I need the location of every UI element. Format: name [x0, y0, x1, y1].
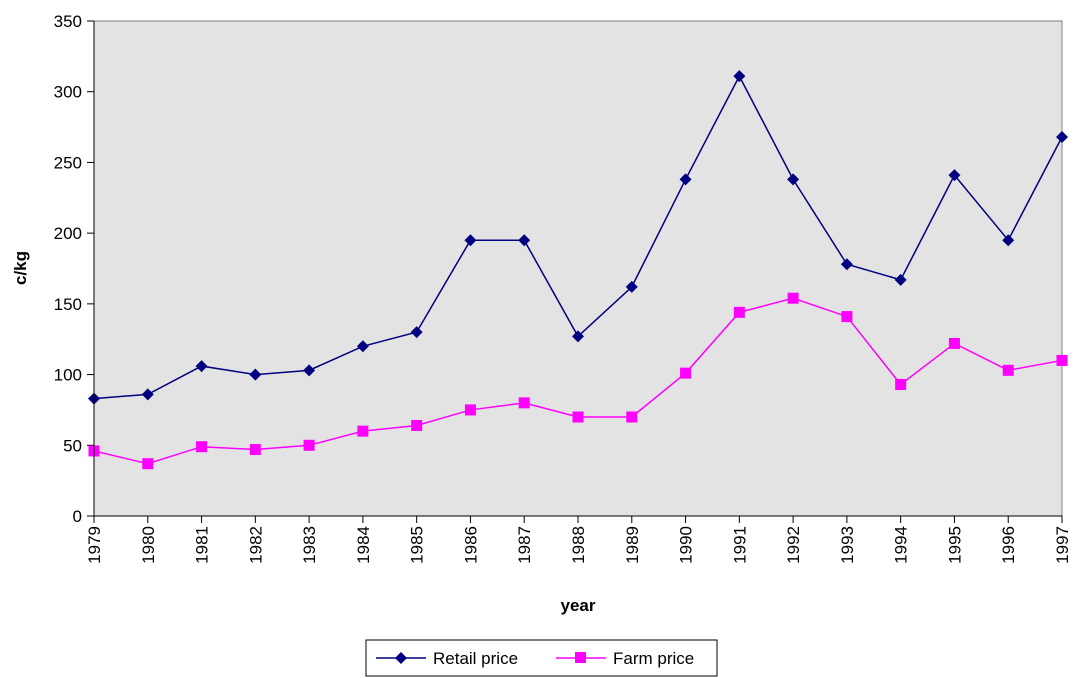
y-tick-label: 200 — [54, 224, 82, 243]
x-tick-label: 1997 — [1053, 526, 1072, 564]
x-tick-label: 1982 — [246, 526, 265, 564]
x-tick-label: 1981 — [193, 526, 212, 564]
data-point-farm-price — [303, 439, 315, 451]
x-tick-label: 1991 — [730, 526, 749, 564]
x-tick-label: 1988 — [569, 526, 588, 564]
data-point-retail-price — [249, 368, 262, 381]
data-point-farm-price — [948, 337, 960, 349]
y-tick-label: 50 — [63, 436, 82, 455]
data-point-retail-price — [572, 330, 584, 343]
data-point-farm-price — [572, 411, 584, 423]
y-tick-label: 150 — [54, 295, 82, 314]
data-point-farm-price — [464, 404, 476, 416]
x-tick-label: 1984 — [354, 526, 373, 564]
y-tick-label: 300 — [54, 83, 82, 102]
y-tick-label: 0 — [73, 507, 82, 526]
data-point-farm-price — [895, 378, 907, 390]
x-axis-title: year — [561, 596, 596, 615]
data-point-retail-price — [679, 173, 692, 186]
data-point-retail-price — [464, 234, 477, 247]
data-point-farm-price — [518, 397, 530, 409]
x-tick-label: 1996 — [999, 526, 1018, 564]
x-tick-label: 1989 — [623, 526, 642, 564]
data-point-retail-price — [410, 326, 423, 339]
data-point-farm-price — [841, 311, 853, 323]
data-point-retail-price — [787, 173, 800, 186]
x-tick-label: 1980 — [139, 526, 158, 564]
data-point-farm-price — [733, 306, 745, 318]
data-point-farm-price — [196, 441, 208, 453]
data-point-farm-price — [357, 425, 369, 437]
x-tick-label: 1983 — [300, 526, 319, 564]
x-tick-label: 1987 — [515, 526, 534, 564]
legend-label-farm: Farm price — [613, 649, 694, 668]
x-tick-label: 1993 — [838, 526, 857, 564]
legend-marker-farm — [575, 652, 586, 663]
data-point-farm-price — [680, 367, 692, 379]
data-point-retail-price — [195, 360, 208, 373]
legend-marker-retail — [395, 652, 407, 664]
x-tick-label: 1990 — [677, 526, 696, 564]
data-point-retail-price — [733, 70, 746, 83]
y-axis-ticks: 0 50 100 150 200 250 300 350 — [54, 12, 94, 526]
x-tick-label: 1992 — [784, 526, 803, 564]
data-point-farm-price — [142, 458, 154, 470]
data-point-retail-price — [948, 169, 961, 182]
y-axis-title: c/kg — [11, 251, 30, 285]
legend: Retail price Farm price — [365, 639, 718, 677]
x-tick-label: 1994 — [892, 526, 911, 564]
data-point-retail-price — [894, 273, 907, 286]
x-tick-label: 1986 — [461, 526, 480, 564]
data-point-farm-price — [1056, 354, 1068, 366]
data-point-retail-price — [141, 388, 154, 401]
y-tick-label: 250 — [54, 153, 82, 172]
x-tick-label: 1995 — [945, 526, 964, 564]
data-point-retail-price — [840, 258, 853, 271]
data-point-farm-price — [1002, 364, 1014, 376]
data-point-retail-price — [1056, 130, 1068, 143]
data-point-retail-price — [625, 280, 638, 293]
y-tick-label: 100 — [54, 366, 82, 385]
data-point-retail-price — [356, 340, 369, 353]
data-point-retail-price — [518, 234, 531, 247]
x-axis-ticks: 1979 1980 1981 1982 1983 1984 1985 1986 1987 1988… — [85, 516, 1072, 564]
x-tick-label: 1979 — [85, 526, 104, 564]
data-point-farm-price — [249, 444, 261, 456]
data-point-farm-price — [411, 419, 423, 431]
data-point-retail-price — [303, 364, 316, 377]
legend-label-retail: Retail price — [433, 649, 518, 668]
y-tick-label: 350 — [54, 12, 82, 31]
data-point-retail-price — [1002, 234, 1015, 247]
x-tick-label: 1985 — [408, 526, 427, 564]
data-point-farm-price — [787, 292, 799, 304]
plot-area — [93, 20, 1063, 517]
data-point-farm-price — [626, 411, 638, 423]
